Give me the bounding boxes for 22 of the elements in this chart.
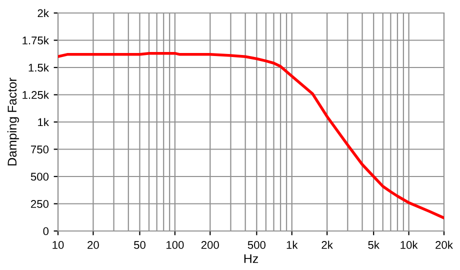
y-tick-label: 1.25k: [22, 90, 49, 99]
y-tick-label: 500: [30, 172, 49, 181]
y-tick-label: 0: [43, 227, 49, 236]
x-tick-label: 20: [88, 241, 99, 249]
x-tick-label: 500: [248, 241, 266, 249]
y-tick-label: 1.5k: [28, 63, 49, 72]
y-tick-label: 250: [30, 200, 49, 208]
x-tick-label: 1k: [286, 240, 298, 249]
y-tick-label: 1.75k: [22, 36, 49, 44]
y-axis-title: Damping Factor: [7, 78, 20, 166]
x-tick-label: 10k: [400, 240, 418, 249]
x-tick-label: 20k: [436, 240, 453, 249]
y-tick-label: 1k: [38, 118, 49, 126]
x-tick-label: 200: [201, 241, 219, 249]
y-tick-label: 2k: [38, 8, 49, 18]
x-tick-label: 50: [134, 241, 146, 249]
y-tick-label: 750: [31, 146, 49, 154]
x-tick-label: 5k: [368, 240, 380, 249]
x-axis-title: Hz: [244, 254, 258, 263]
x-tick-label: 100: [166, 241, 184, 249]
x-tick-label: 2k: [322, 240, 333, 249]
x-tick-label: 10: [52, 241, 64, 249]
